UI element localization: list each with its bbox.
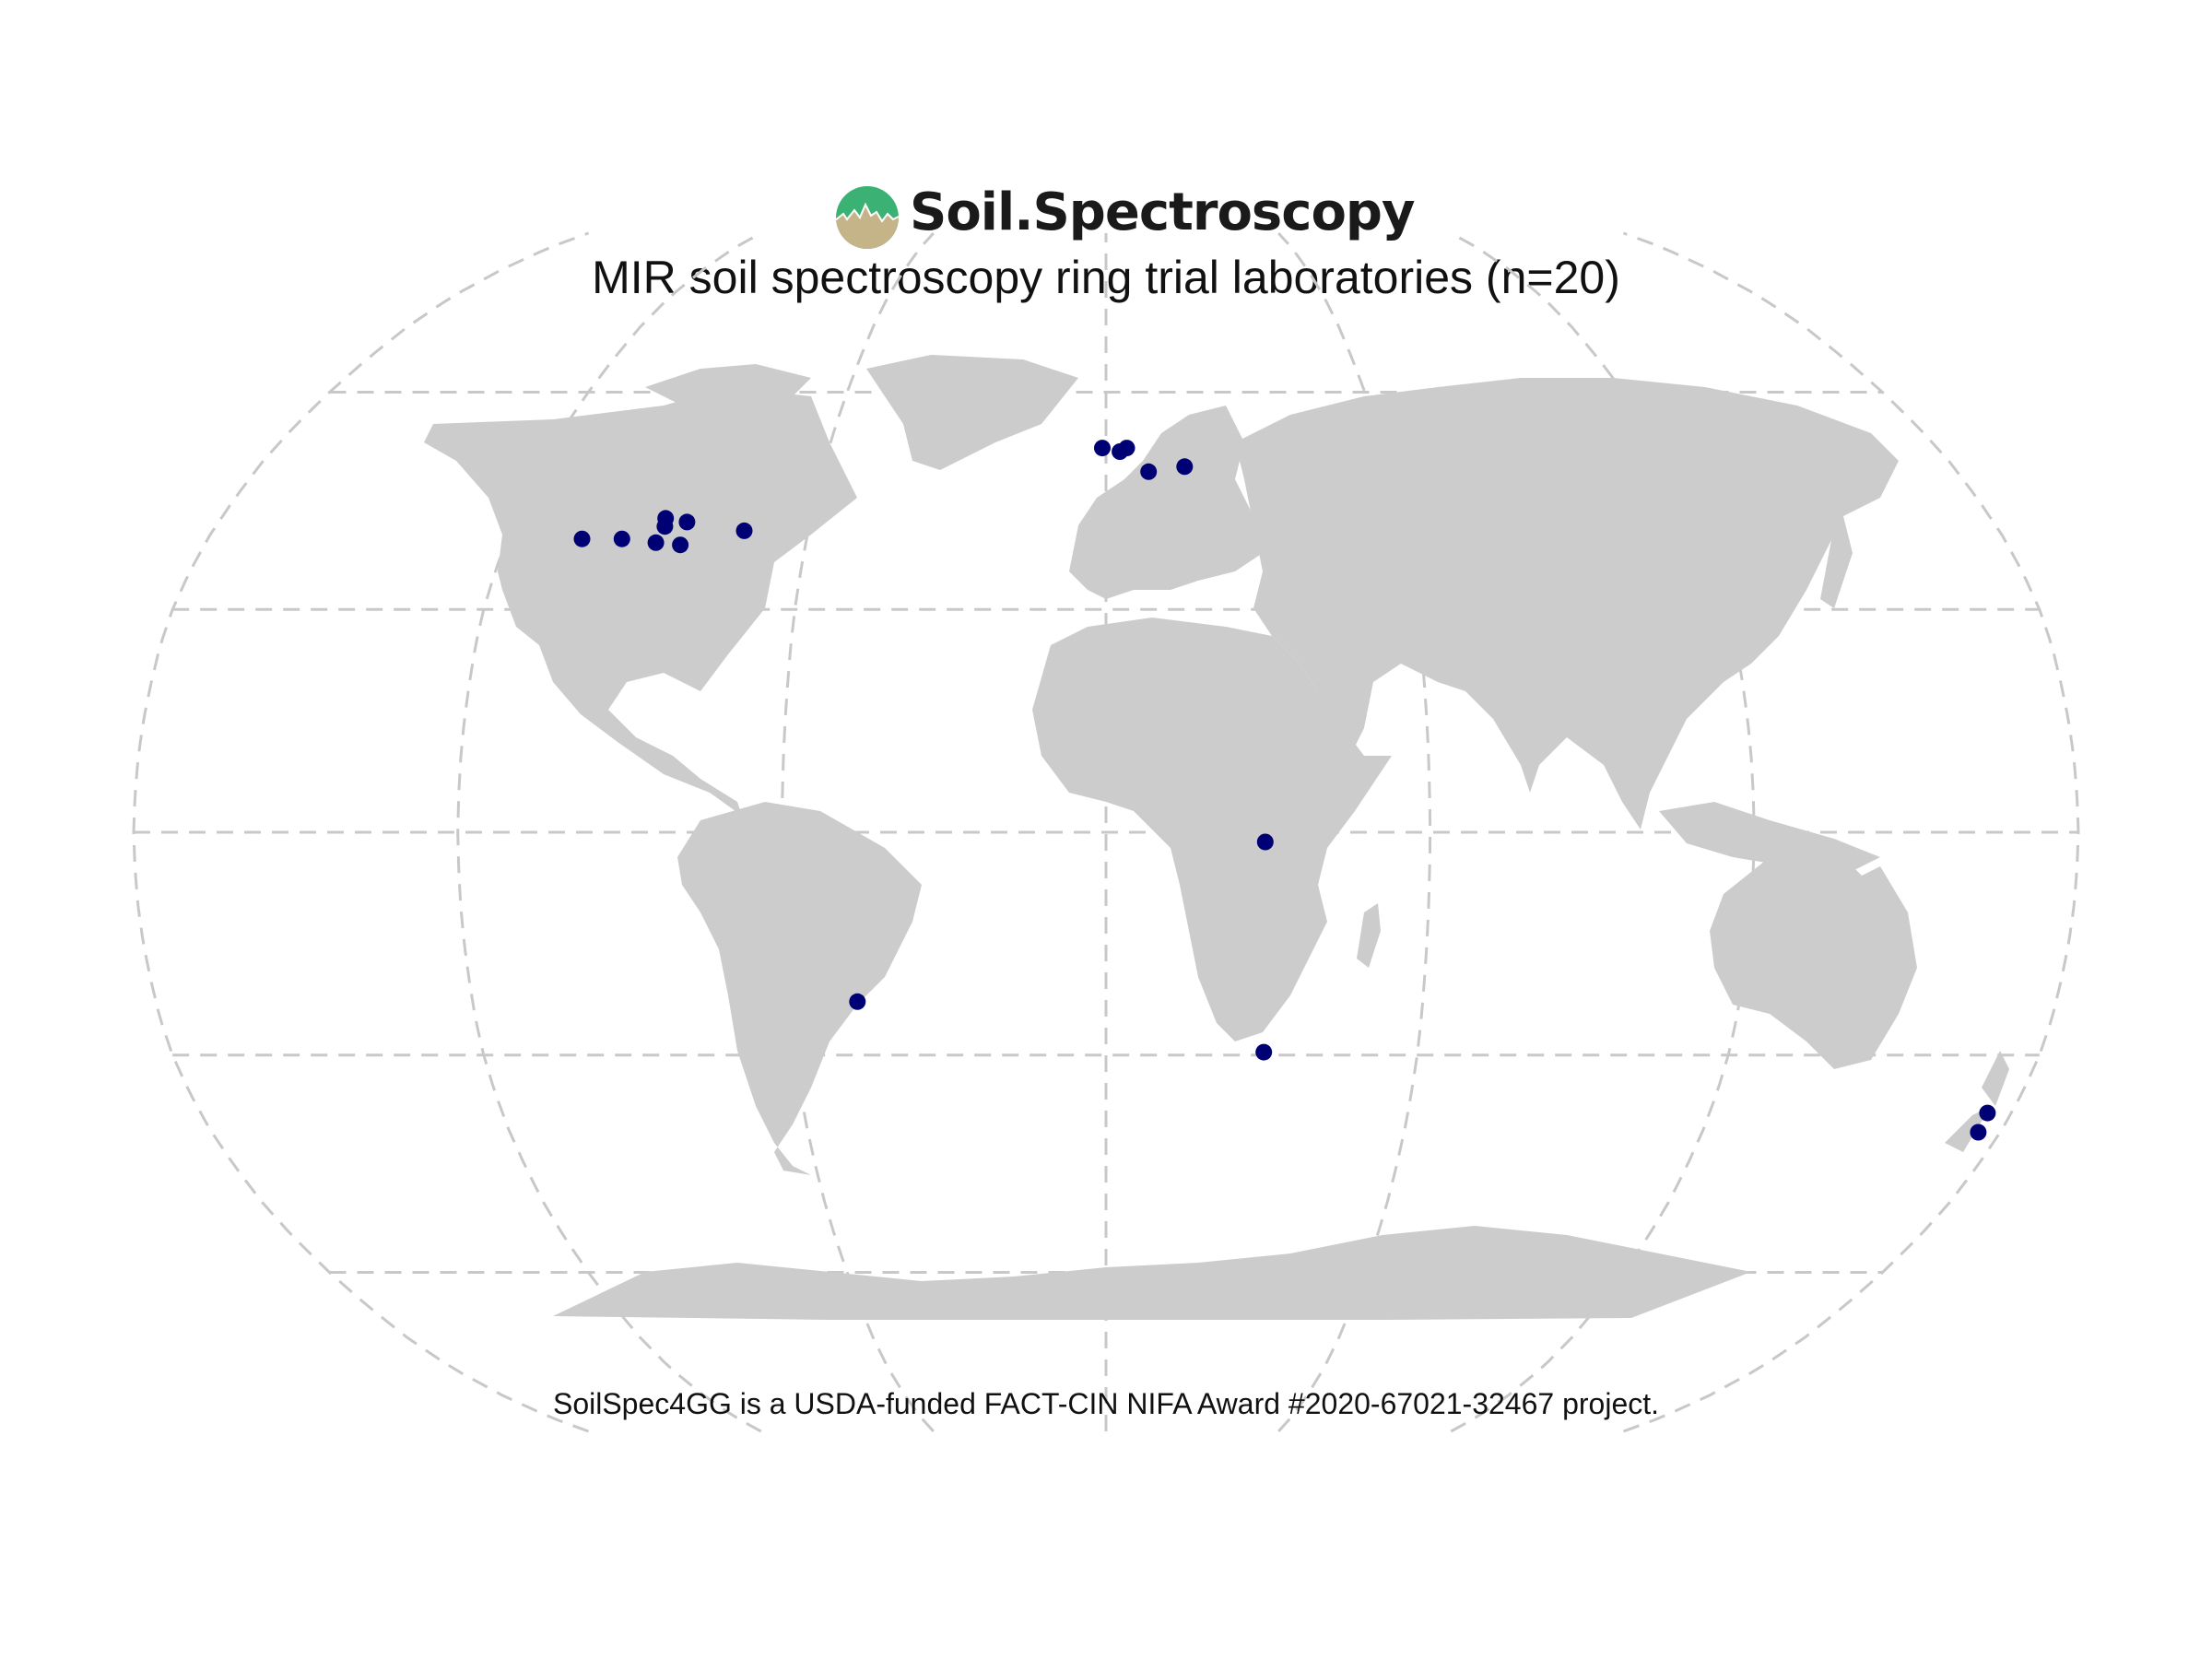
lab-marker [1176, 458, 1194, 476]
north-america [424, 387, 857, 816]
lab-marker [1140, 463, 1158, 480]
lab-marker [1970, 1124, 1987, 1141]
lab-marker [1118, 440, 1135, 457]
lab-markers [573, 440, 1996, 1141]
meridian-line [132, 231, 590, 1433]
lab-marker [1256, 833, 1274, 851]
soil-globe-icon [836, 186, 899, 249]
africa [1032, 618, 1392, 1041]
madagascar [1357, 903, 1381, 968]
funding-caption: SoilSpec4GG is a USDA-funded FACT-CIN NI… [552, 1387, 1660, 1420]
australia [1710, 848, 1917, 1069]
new-zealand [1945, 1051, 2009, 1152]
greenland [866, 355, 1078, 470]
meridian-line [456, 231, 762, 1433]
japan [1820, 516, 1853, 608]
lab-marker [647, 534, 665, 551]
lab-marker [672, 536, 689, 554]
lab-marker [656, 518, 674, 535]
lab-marker [1255, 1043, 1273, 1061]
lab-marker [1094, 440, 1111, 457]
asia [1235, 378, 1899, 830]
lab-marker [735, 522, 753, 539]
canadian-arctic-islands [645, 364, 811, 406]
lab-marker [573, 530, 591, 547]
meridian-line [780, 231, 935, 1433]
lab-marker [849, 993, 866, 1010]
lab-marker [678, 513, 696, 531]
land-masses [424, 355, 2009, 1320]
lab-marker [1979, 1104, 1996, 1122]
south-america [677, 802, 922, 1175]
europe [1069, 406, 1263, 599]
brand-name: Soil.Spectroscopy [910, 182, 1416, 242]
antarctica [553, 1226, 1751, 1320]
lab-marker [613, 530, 630, 547]
soil-spectroscopy-logo: Soil.Spectroscopy [834, 181, 1416, 254]
meridian-line [1622, 231, 2080, 1433]
